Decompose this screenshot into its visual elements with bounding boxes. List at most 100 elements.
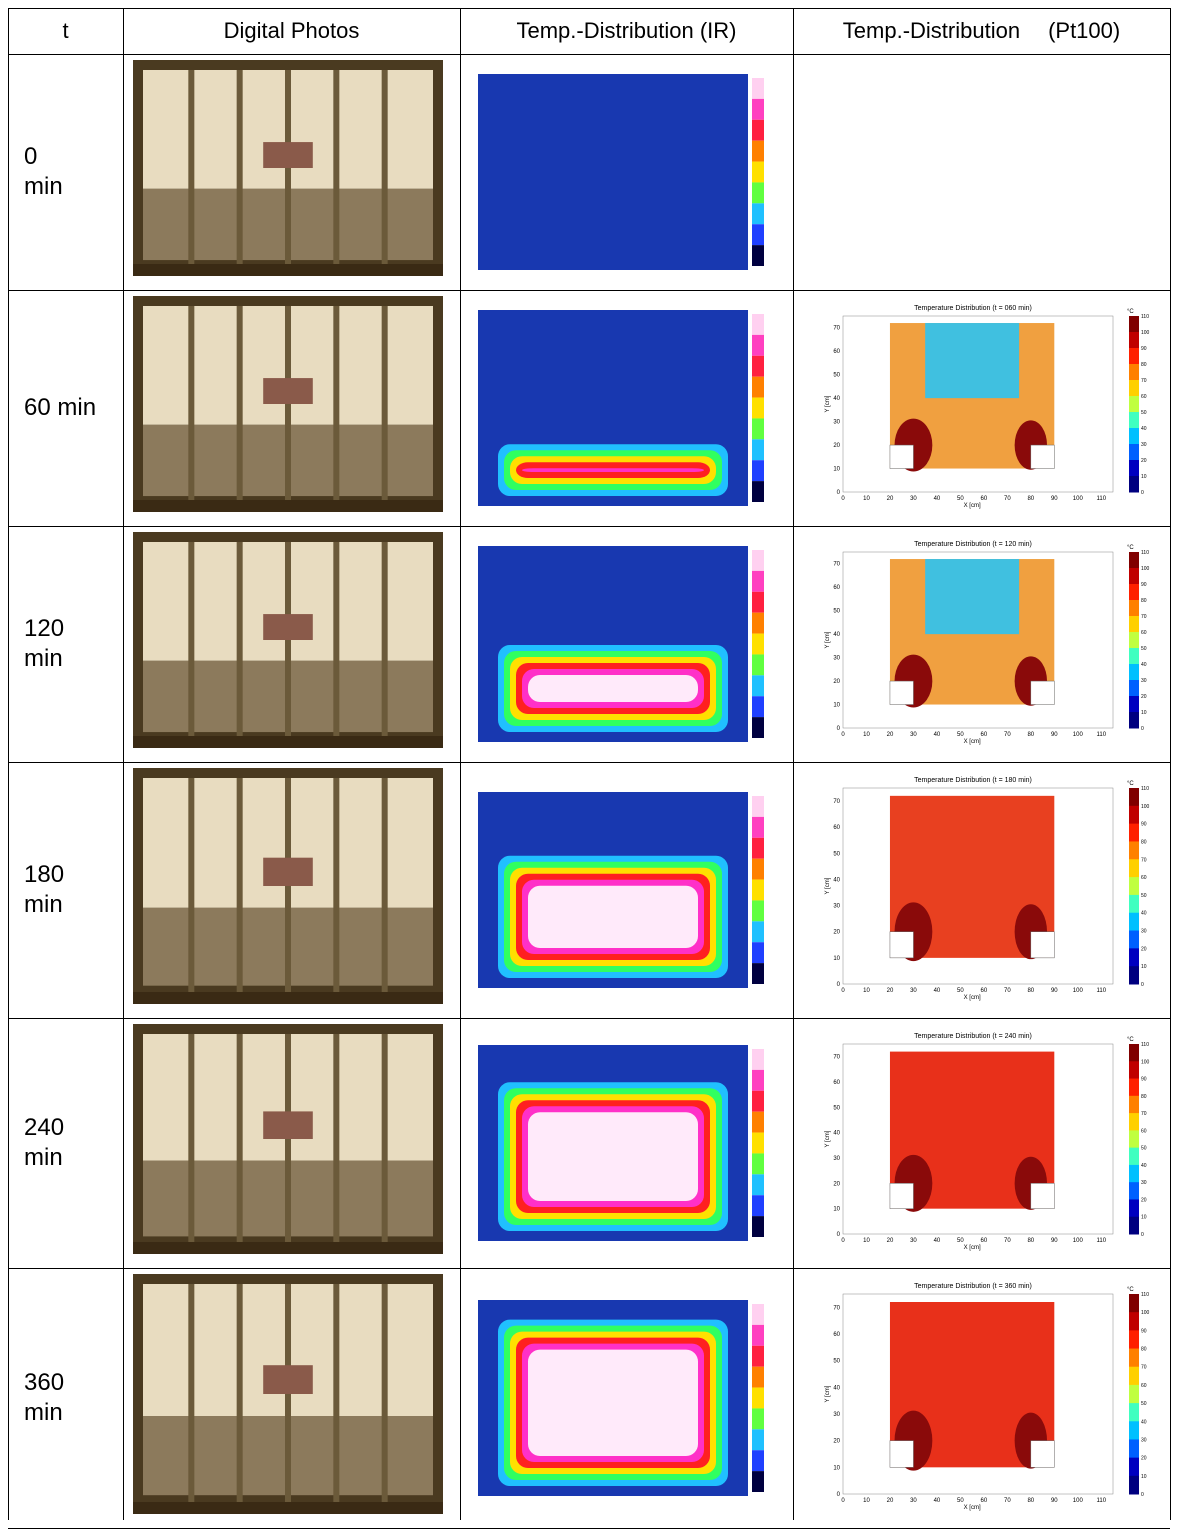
contour-xtick: 50 — [957, 1498, 964, 1504]
ir-colorbar-segment — [752, 1153, 764, 1175]
header-pt100-label: Temp.-Distribution — [842, 18, 1021, 43]
contour-ylabel: Y [cm] — [825, 877, 831, 894]
ir-colorbar-segment — [752, 119, 764, 141]
contour-colorbar-tick: 80 — [1141, 1094, 1147, 1100]
contour-ytick: 50 — [833, 609, 840, 615]
contour-colorbar-tick: 30 — [1141, 678, 1147, 684]
contour-colorbar-tick: 60 — [1141, 630, 1147, 636]
photo-divider — [236, 542, 243, 738]
contour-colorbar-tick: 0 — [1141, 982, 1144, 988]
ir-colorbar-segment — [752, 796, 764, 817]
contour-colorbar-tick: 50 — [1141, 1401, 1147, 1407]
time-label: 120 min — [24, 614, 64, 674]
ir-colorbar-segment — [752, 1132, 764, 1154]
contour-colorbar-segment — [1129, 584, 1139, 601]
contour-xtick: 60 — [981, 988, 988, 994]
ir-colorbar-segment — [752, 1216, 764, 1237]
photo-heater — [263, 378, 313, 404]
contour-xtick: 60 — [981, 1498, 988, 1504]
ir-colorbar-segment — [752, 591, 764, 613]
contour-colorbar-tick: 10 — [1141, 474, 1147, 480]
contour-colorbar-tick: 100 — [1141, 566, 1150, 572]
ir-colorbar-segment — [752, 161, 764, 183]
contour-xtick: 10 — [863, 988, 870, 994]
contour-colorbar-segment — [1129, 1044, 1139, 1062]
time-label: 0 min — [24, 142, 63, 202]
ir-background — [478, 74, 748, 270]
contour-colorbar-tick: 40 — [1141, 911, 1147, 917]
contour-colorbar-tick: 30 — [1141, 929, 1147, 935]
contour-xlabel: X [cm] — [964, 995, 981, 1001]
ir-colorbar-segment — [752, 1366, 764, 1388]
contour-colorbar-segment — [1129, 1216, 1139, 1235]
photo-divider — [381, 70, 388, 266]
contour-colorbar-tick: 90 — [1141, 1077, 1147, 1083]
ir-colorbar-segment — [752, 570, 764, 592]
contour-ytick: 40 — [833, 632, 840, 638]
contour-plot: Temperature Distribution (t = 180 min) 0 1… — [823, 772, 1153, 1008]
photo-base — [133, 1502, 443, 1514]
contour-colorbar-tick: 0 — [1141, 490, 1144, 496]
ir-heat-zone — [528, 674, 698, 702]
contour-colorbar-tick: 110 — [1141, 550, 1149, 556]
contour-xtick: 0 — [841, 732, 845, 738]
ir-colorbar-segment — [752, 224, 764, 246]
time-unit: min — [24, 173, 63, 200]
time-unit: min — [24, 1399, 63, 1426]
contour-colorbar-segment — [1129, 1294, 1139, 1313]
contour-colorbar-tick: 80 — [1141, 598, 1147, 604]
contour-xtick: 110 — [1096, 496, 1106, 502]
ir-colorbar-segment — [752, 460, 764, 482]
contour-colorbar-tick: 110 — [1141, 786, 1149, 792]
contour-xtick: 40 — [934, 496, 941, 502]
ir-colorbar-segment — [752, 481, 764, 502]
row-divider — [8, 8, 1170, 9]
contour-xtick: 90 — [1051, 496, 1058, 502]
contour-colorbar-segment — [1129, 680, 1139, 697]
contour-colorbar-segment — [1129, 805, 1139, 825]
contour-ylabel: Y [cm] — [825, 395, 831, 412]
contour-colorbar-tick: 10 — [1141, 964, 1147, 970]
contour-colorbar-segment — [1129, 364, 1139, 381]
photo-divider — [381, 778, 388, 994]
contour-ytick: 50 — [833, 851, 840, 857]
contour-xtick: 40 — [934, 988, 941, 994]
contour-xtick: 90 — [1051, 988, 1058, 994]
photo-heater — [263, 857, 313, 886]
contour-xlabel: X [cm] — [964, 1245, 981, 1251]
contour-title: Temperature Distribution (t = 360 min) — [914, 1283, 1032, 1290]
contour-colorbar-tick: 40 — [1141, 426, 1147, 432]
contour-colorbar-tick: 0 — [1141, 726, 1144, 732]
ir-colorbar-segment — [752, 1069, 764, 1091]
photo-divider — [188, 542, 195, 738]
contour-xtick: 90 — [1051, 1238, 1058, 1244]
contour-colorbar-tick: 50 — [1141, 646, 1147, 652]
ir-image — [478, 1045, 768, 1241]
contour-plot: Temperature Distribution (t = 240 min) 0 1… — [823, 1028, 1153, 1258]
contour-title: Temperature Distribution (t = 120 min) — [914, 541, 1032, 548]
ir-colorbar-segment — [752, 355, 764, 377]
photo-divider — [333, 1034, 340, 1244]
contour-plot: Temperature Distribution (t = 120 min) 0 1… — [823, 536, 1153, 752]
contour-colorbar-segment — [1129, 616, 1139, 633]
contour-colorbar-segment — [1129, 664, 1139, 681]
digital-photo — [133, 1274, 443, 1514]
time-unit: min — [24, 1144, 63, 1171]
contour-xtick: 0 — [841, 1238, 845, 1244]
contour-colorbar-segment — [1129, 460, 1139, 477]
contour-cutout — [1030, 931, 1055, 959]
contour-ytick: 0 — [837, 1232, 841, 1238]
photo-divider — [381, 542, 388, 738]
contour-ytick: 20 — [833, 679, 840, 685]
contour-colorbar-segment — [1129, 600, 1139, 617]
photo-heater — [263, 1111, 313, 1139]
contour-xtick: 30 — [910, 988, 917, 994]
contour-colorbar-segment — [1129, 912, 1139, 932]
ir-colorbar-segment — [752, 1195, 764, 1217]
contour-xtick: 110 — [1096, 988, 1106, 994]
contour-colorbar-tick: 0 — [1141, 1232, 1144, 1238]
header-pt100-suffix: (Pt100) — [1048, 18, 1121, 43]
contour-colorbar-tick: 110 — [1141, 1042, 1149, 1048]
contour-xtick: 60 — [981, 1238, 988, 1244]
time-value: 240 — [24, 1114, 65, 1141]
